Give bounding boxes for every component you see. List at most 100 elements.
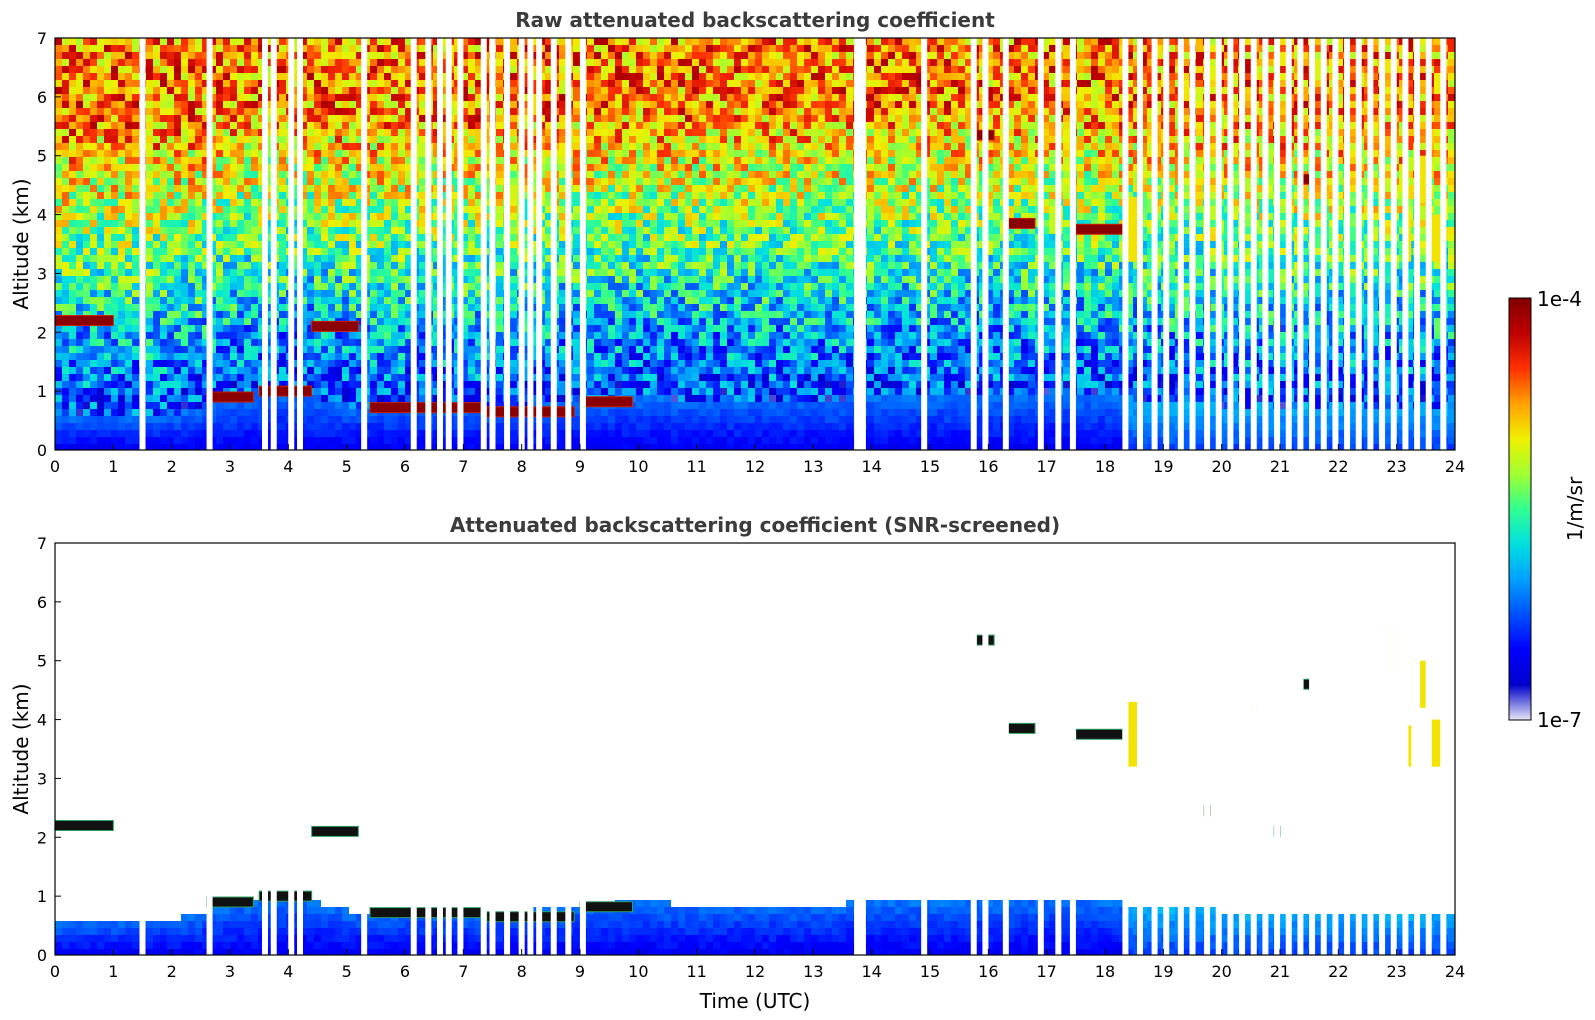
heat-cell bbox=[601, 227, 608, 234]
heat-cell bbox=[230, 346, 237, 353]
heat-cell bbox=[230, 402, 237, 409]
heat-cell bbox=[384, 213, 391, 220]
heat-cell bbox=[496, 346, 503, 353]
heat-cell bbox=[391, 108, 398, 115]
heat-cell bbox=[174, 402, 181, 409]
heat-cell bbox=[370, 206, 377, 213]
heat-cell bbox=[279, 122, 286, 129]
heat-cell bbox=[83, 164, 90, 171]
heat-cell bbox=[314, 304, 321, 311]
heat-cell bbox=[601, 276, 608, 283]
heat-cell bbox=[174, 395, 181, 402]
heat-cell bbox=[384, 353, 391, 360]
heat-cell bbox=[398, 220, 405, 227]
heat-cell bbox=[622, 367, 629, 374]
heat-cell bbox=[587, 325, 594, 332]
heat-cell bbox=[265, 395, 272, 402]
heat-cell bbox=[244, 115, 251, 122]
heat-cell bbox=[629, 304, 636, 311]
heat-cell bbox=[202, 339, 209, 346]
heat-cell bbox=[356, 66, 363, 73]
heat-cell bbox=[622, 178, 629, 185]
heat-cell bbox=[433, 234, 440, 241]
heat-cell bbox=[377, 388, 384, 395]
heat-cell bbox=[643, 290, 650, 297]
heat-cell bbox=[76, 444, 83, 450]
heat-cell bbox=[279, 143, 286, 150]
heat-cell bbox=[398, 318, 405, 325]
heat-cell bbox=[104, 276, 111, 283]
heat-cell bbox=[251, 367, 258, 374]
heat-cell bbox=[356, 444, 363, 450]
heat-cell bbox=[314, 332, 321, 339]
heat-cell bbox=[118, 122, 125, 129]
heat-cell bbox=[76, 115, 83, 122]
heat-cell bbox=[216, 234, 223, 241]
heat-cell bbox=[573, 255, 580, 262]
heat-cell bbox=[335, 416, 342, 423]
heat-cell bbox=[342, 101, 349, 108]
heat-cell bbox=[440, 115, 447, 122]
heat-cell bbox=[643, 262, 650, 269]
heat-cell bbox=[153, 129, 160, 136]
heat-cell bbox=[132, 409, 139, 416]
heat-cell bbox=[461, 332, 468, 339]
heat-cell bbox=[62, 234, 69, 241]
heat-cell bbox=[608, 80, 615, 87]
heat-cell bbox=[97, 45, 104, 52]
heat-cell bbox=[300, 129, 307, 136]
heat-cell bbox=[468, 185, 475, 192]
heat-cell bbox=[629, 311, 636, 318]
heat-cell bbox=[398, 325, 405, 332]
heat-cell bbox=[629, 171, 636, 178]
heat-cell bbox=[118, 108, 125, 115]
heat-cell bbox=[629, 227, 636, 234]
heat-cell bbox=[594, 262, 601, 269]
heat-cell bbox=[559, 332, 566, 339]
heat-cell bbox=[398, 423, 405, 430]
heat-cell bbox=[615, 220, 622, 227]
heat-cell bbox=[636, 59, 643, 66]
heat-cell bbox=[314, 234, 321, 241]
heat-cell bbox=[181, 150, 188, 157]
heat-cell bbox=[587, 94, 594, 101]
heat-cell bbox=[293, 318, 300, 325]
heat-cell bbox=[167, 423, 174, 430]
heat-cell bbox=[475, 283, 482, 290]
heat-cell bbox=[132, 297, 139, 304]
heat-cell bbox=[307, 157, 314, 164]
heat-cell bbox=[398, 381, 405, 388]
heat-cell bbox=[468, 388, 475, 395]
heat-cell bbox=[370, 423, 377, 430]
heat-cell bbox=[223, 360, 230, 367]
heat-cell bbox=[174, 430, 181, 437]
heat-cell bbox=[90, 206, 97, 213]
heat-cell bbox=[244, 367, 251, 374]
heat-cell bbox=[573, 192, 580, 199]
heat-cell bbox=[559, 269, 566, 276]
heat-cell bbox=[265, 94, 272, 101]
heat-cell bbox=[125, 388, 132, 395]
heat-cell bbox=[370, 213, 377, 220]
heat-cell bbox=[573, 444, 580, 450]
heat-cell bbox=[377, 269, 384, 276]
heat-cell bbox=[314, 395, 321, 402]
heat-cell bbox=[496, 367, 503, 374]
heat-cell bbox=[356, 409, 363, 416]
heat-cell bbox=[237, 304, 244, 311]
heat-cell bbox=[181, 234, 188, 241]
heat-cell bbox=[384, 87, 391, 94]
heat-cell bbox=[608, 234, 615, 241]
heat-cell bbox=[83, 220, 90, 227]
heat-cell bbox=[265, 129, 272, 136]
heat-cell bbox=[111, 276, 118, 283]
heat-cell bbox=[300, 269, 307, 276]
heat-cell bbox=[62, 59, 69, 66]
heat-cell bbox=[146, 52, 153, 59]
heat-cell bbox=[62, 38, 69, 45]
heat-cell bbox=[461, 206, 468, 213]
heat-cell bbox=[146, 360, 153, 367]
heat-cell bbox=[608, 367, 615, 374]
heat-cell bbox=[118, 269, 125, 276]
heat-cell bbox=[370, 143, 377, 150]
